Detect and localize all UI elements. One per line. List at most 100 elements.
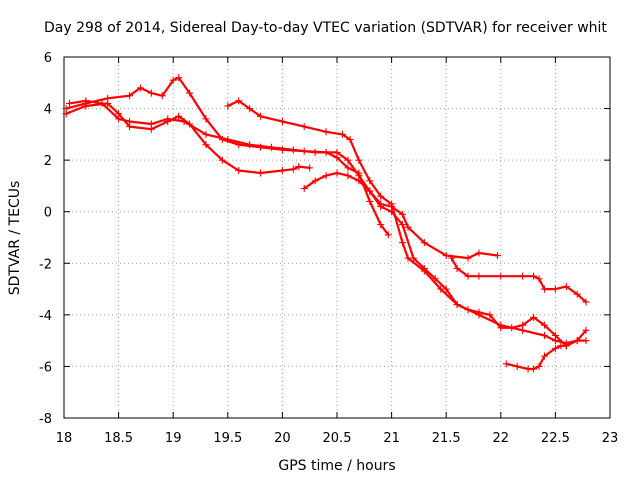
data-point (442, 252, 450, 260)
data-point (65, 99, 73, 107)
data-point (519, 321, 527, 329)
data-point (224, 102, 232, 110)
data-point (322, 128, 330, 136)
data-point (453, 264, 461, 272)
x-tick-label: 20 (274, 431, 291, 446)
y-tick-label: -4 (39, 309, 52, 324)
data-point (366, 177, 374, 185)
data-point (377, 192, 385, 200)
data-point (494, 252, 502, 260)
series-line (226, 99, 588, 345)
data-point (475, 272, 483, 280)
data-point (448, 254, 456, 262)
data-point (115, 115, 123, 123)
data-point (278, 166, 286, 174)
data-point (409, 254, 417, 262)
data-point (540, 321, 548, 329)
data-point (497, 272, 505, 280)
data-point (333, 169, 341, 177)
data-point (513, 362, 521, 370)
x-tick-label: 20.5 (323, 431, 352, 446)
data-point (366, 197, 374, 205)
data-point (573, 337, 581, 345)
data-point (126, 92, 134, 100)
data-point (508, 324, 516, 332)
data-point (322, 172, 330, 180)
x-axis: 18 18.5 19 19.5 20 20.5 21 21.5 22 22.5 23 (56, 57, 619, 446)
data-point (338, 130, 346, 138)
data-point (147, 89, 155, 97)
data-point (355, 177, 363, 185)
y-tick-label: -8 (39, 412, 52, 427)
data-point (388, 208, 396, 216)
data-point (289, 165, 297, 173)
x-tick-label: 18 (56, 431, 73, 446)
data-point (98, 99, 106, 107)
x-tick-label: 21 (383, 431, 400, 446)
series-line (65, 102, 311, 175)
data-point (573, 290, 581, 298)
data-point (530, 313, 538, 321)
series-track-2 (62, 99, 314, 177)
data-point (175, 112, 183, 120)
data-point (235, 166, 243, 174)
y-axis: -8 -6 -4 -2 0 2 4 6 (39, 51, 610, 427)
y-axis-label: SDTVAR / TECUs (7, 181, 23, 296)
series-track-6 (448, 254, 590, 306)
y-tick-label: 4 (44, 103, 52, 118)
x-axis-label: GPS time / hours (278, 458, 395, 474)
data-point (384, 231, 392, 239)
data-point (202, 141, 210, 149)
data-point (169, 76, 177, 84)
data-point (306, 164, 314, 172)
data-point (535, 362, 543, 370)
data-point (502, 360, 510, 368)
data-point (475, 308, 483, 316)
data-point (582, 337, 590, 345)
x-tick-label: 19 (165, 431, 182, 446)
series-line (68, 99, 499, 260)
data-point (399, 221, 407, 229)
y-tick-label: -6 (39, 360, 52, 375)
data-point (175, 74, 183, 82)
x-tick-label: 18.5 (104, 431, 133, 446)
data-point (82, 97, 90, 105)
data-point (344, 164, 352, 172)
data-point (442, 285, 450, 293)
data-point (540, 331, 548, 339)
data-point (530, 272, 538, 280)
data-point (399, 239, 407, 247)
data-point (257, 112, 265, 120)
data-point (535, 275, 543, 283)
data-point (404, 223, 412, 231)
data-point (218, 156, 226, 164)
data-point (333, 148, 341, 156)
series-track-5 (300, 169, 590, 350)
data-point (257, 169, 265, 177)
series-line (450, 257, 588, 304)
data-point (377, 203, 385, 211)
data-point (344, 156, 352, 164)
x-tick-label: 22.5 (541, 431, 570, 446)
data-point (431, 275, 439, 283)
y-tick-label: 0 (44, 206, 52, 221)
data-point (164, 115, 172, 123)
series-line (65, 76, 390, 236)
series-line (505, 344, 568, 371)
data-point (420, 264, 428, 272)
y-tick-label: 6 (44, 51, 52, 66)
data-point (530, 365, 538, 373)
data-point (486, 311, 494, 319)
data-point (582, 326, 590, 334)
data-point (540, 285, 548, 293)
data-point (562, 282, 570, 290)
data-point (224, 136, 232, 144)
x-tick-label: 23 (602, 431, 619, 446)
data-point (551, 331, 559, 339)
data-point (300, 185, 308, 193)
data-point (551, 285, 559, 293)
data-series-group (62, 74, 590, 373)
x-tick-label: 21.5 (432, 431, 461, 446)
data-point (295, 163, 303, 171)
